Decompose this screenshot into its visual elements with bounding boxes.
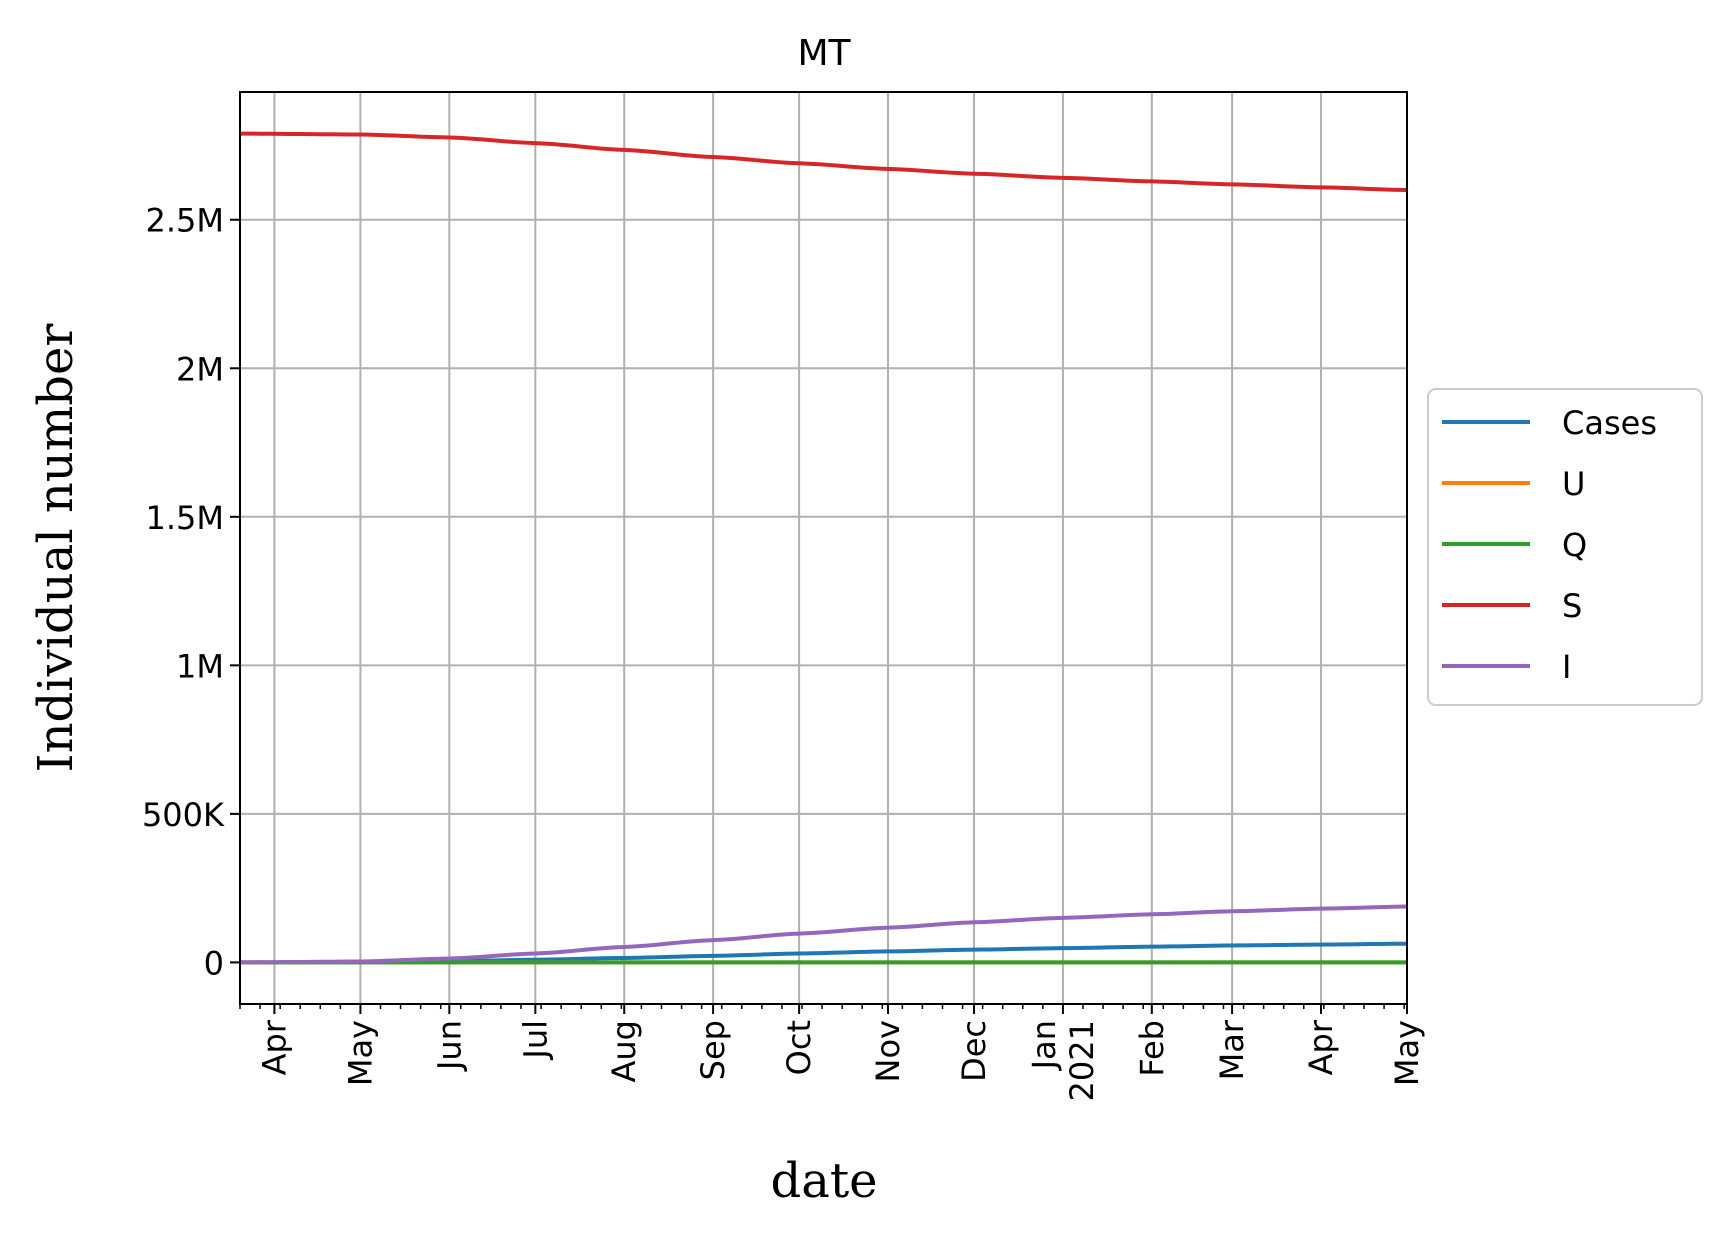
svg-text:Mar: Mar xyxy=(1213,1019,1251,1080)
x-axis-label: date xyxy=(770,1153,877,1209)
svg-text:Jun: Jun xyxy=(430,1020,468,1072)
y-axis: 0 500K 1M 1.5M 2M 2.5M xyxy=(142,202,240,982)
x-tick-label: Mar xyxy=(1213,1019,1251,1080)
x-tick-label: Aug xyxy=(605,1020,643,1082)
legend-label: I xyxy=(1562,648,1571,686)
x-tick-label: Jan2021 xyxy=(1025,1020,1101,1101)
plot-area-frame xyxy=(239,91,1408,1005)
svg-text:Apr: Apr xyxy=(255,1019,293,1075)
legend-item-u: U xyxy=(1442,465,1585,503)
x-tick-label: Feb xyxy=(1133,1020,1171,1077)
svg-text:Oct: Oct xyxy=(780,1020,818,1075)
y-tick-label: 500K xyxy=(142,796,225,834)
x-tick-label: Jun xyxy=(430,1020,468,1072)
svg-text:Nov: Nov xyxy=(869,1020,907,1082)
svg-text:Dec: Dec xyxy=(955,1020,993,1082)
legend-item-q: Q xyxy=(1442,526,1587,564)
legend-item-s: S xyxy=(1442,587,1582,625)
y-tick-label: 2M xyxy=(176,350,224,388)
x-axis: Apr May Jun Jul Aug Sep Oct Nov Dec Jan2021 Feb Mar… xyxy=(239,1004,1426,1101)
x-tick-label: Sep xyxy=(694,1020,732,1080)
svg-text:May: May xyxy=(341,1020,379,1086)
y-axis-label: Individual number xyxy=(28,324,84,773)
x-tick-label: May xyxy=(1388,1020,1426,1086)
y-tick-label: 1.5M xyxy=(146,499,225,537)
legend-box xyxy=(1427,388,1703,706)
x-tick-label: Dec xyxy=(955,1020,993,1082)
svg-text:Jul: Jul xyxy=(516,1020,554,1061)
x-tick-label: May xyxy=(341,1020,379,1086)
legend-label: U xyxy=(1562,465,1585,503)
svg-text:Feb: Feb xyxy=(1133,1020,1171,1077)
series-line-i xyxy=(239,904,1408,965)
svg-text:Jan2021: Jan2021 xyxy=(1025,1020,1101,1101)
x-tick-label: Apr xyxy=(255,1019,293,1075)
y-tick-label: 2.5M xyxy=(146,202,225,240)
y-tick-label: 0 xyxy=(204,944,224,982)
svg-text:May: May xyxy=(1388,1020,1426,1086)
series-line-s xyxy=(239,131,1408,193)
legend-label: S xyxy=(1562,587,1582,625)
svg-text:Apr: Apr xyxy=(1302,1019,1340,1075)
svg-text:Aug: Aug xyxy=(605,1020,643,1082)
legend-item-cases: Cases xyxy=(1442,404,1657,442)
x-tick-label: Oct xyxy=(780,1020,818,1075)
svg-text:Sep: Sep xyxy=(694,1020,732,1080)
series-lines xyxy=(239,131,1408,965)
grid-lines xyxy=(240,92,1408,1004)
legend-label: Q xyxy=(1562,526,1587,564)
chart-title: MT xyxy=(797,33,851,74)
x-tick-label: Apr xyxy=(1302,1019,1340,1075)
legend-item-i: I xyxy=(1442,648,1571,686)
x-tick-label: Nov xyxy=(869,1020,907,1082)
legend-label: Cases xyxy=(1562,404,1657,442)
x-tick-label: Jul xyxy=(516,1020,554,1061)
y-tick-label: 1M xyxy=(176,647,224,685)
